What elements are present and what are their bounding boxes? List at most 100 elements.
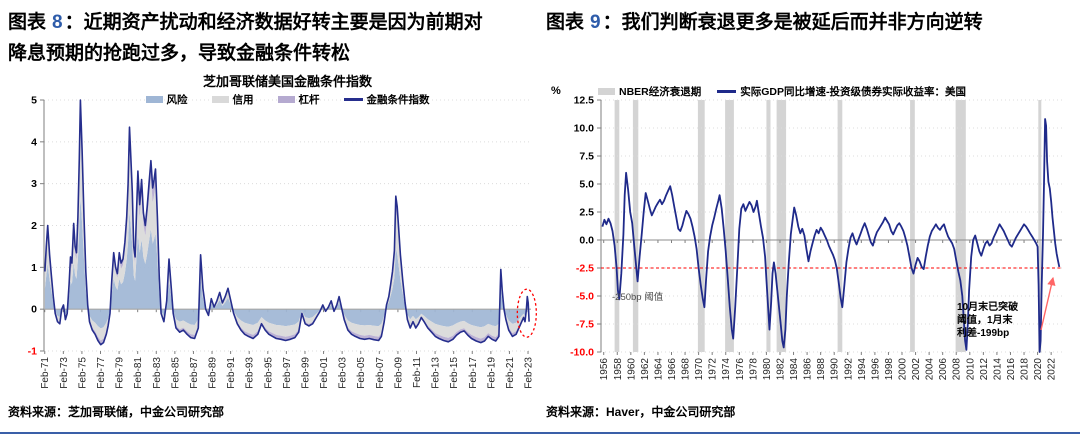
svg-text:Feb-73: Feb-73 <box>59 357 70 389</box>
svg-text:-10.0: -10.0 <box>570 347 594 359</box>
svg-text:-5.0: -5.0 <box>576 291 594 303</box>
fig9-annotation: 10月末已突破 阈值，1月末 利差-199bp <box>957 302 1019 339</box>
threshold-label: -250bp 阈值 <box>612 292 664 303</box>
fci-label: 金融条件指数 <box>366 94 430 106</box>
svg-text:1970: 1970 <box>694 358 705 381</box>
footer-rule <box>0 432 1080 434</box>
svg-text:1964: 1964 <box>653 358 664 381</box>
fig8-legend-item-risk: 风险 <box>145 92 188 107</box>
svg-text:5.0: 5.0 <box>579 179 594 191</box>
svg-text:Feb-13: Feb-13 <box>431 357 442 389</box>
credit-swatch <box>211 96 229 103</box>
svg-text:Feb-17: Feb-17 <box>468 357 479 389</box>
figure8-heading: 图表 8 ：近期资产扰动和经济数据好转主要是因为前期对 降息预期的抢跑过多，导致金融… <box>8 7 542 69</box>
fig9-legend-item-nber: NBER经济衰退期 <box>598 84 701 99</box>
svg-text:Feb-81: Feb-81 <box>133 357 144 389</box>
svg-text:2002: 2002 <box>911 358 922 381</box>
svg-text:Feb-19: Feb-19 <box>486 357 497 389</box>
x-tick-labels: 1956 1958 1960 1962 1964 1966 1968 1970 1972 1974… <box>599 358 1057 381</box>
svg-text:2: 2 <box>31 220 37 232</box>
credit-label: 信用 <box>232 94 254 106</box>
svg-text:2014: 2014 <box>992 358 1003 381</box>
svg-text:1992: 1992 <box>843 358 854 381</box>
fig8-legend-item-leverage: 杠杆 <box>277 92 320 107</box>
axes <box>597 99 1052 355</box>
highlight-ellipse <box>516 288 537 338</box>
svg-text:1978: 1978 <box>748 358 759 381</box>
recession-bands <box>614 100 1042 352</box>
svg-text:2.5: 2.5 <box>579 207 594 219</box>
fci-line-swatch <box>343 98 363 101</box>
risk-swatch <box>145 96 163 103</box>
figure9-colon: ： <box>602 12 622 33</box>
fci-line <box>44 99 530 346</box>
svg-text:Feb-71: Feb-71 <box>40 357 51 389</box>
svg-text:2018: 2018 <box>1020 358 1031 381</box>
y-tick-labels: 5 4 3 2 1 0 -1 <box>28 95 38 358</box>
svg-text:1988: 1988 <box>816 358 827 381</box>
svg-text:2006: 2006 <box>938 358 949 381</box>
gridlines <box>601 99 1062 353</box>
svg-text:2000: 2000 <box>898 358 909 381</box>
svg-text:1974: 1974 <box>721 358 732 381</box>
svg-text:Feb-91: Feb-91 <box>226 357 237 389</box>
svg-text:2022: 2022 <box>1047 358 1058 381</box>
fig9-unit-label: % <box>551 85 561 97</box>
figure9-number: 9 <box>590 12 601 33</box>
figure9-heading: 图表 9 ：我们判断衰退更多是被延后而并非方向逆转 <box>546 7 1080 38</box>
svg-text:2004: 2004 <box>925 358 936 381</box>
figure9-heading-line1: 图表 9 ：我们判断衰退更多是被延后而并非方向逆转 <box>546 7 1080 38</box>
svg-text:1980: 1980 <box>762 358 773 381</box>
svg-text:0.0: 0.0 <box>579 235 594 247</box>
spread-line-swatch <box>717 90 737 93</box>
fig8-legend-item-credit: 信用 <box>211 92 254 107</box>
svg-text:12.5: 12.5 <box>574 95 595 107</box>
leverage-swatch <box>277 96 295 103</box>
spread-label: 实际GDP同比增速-投资级债券实际收益率：美国 <box>740 86 967 98</box>
svg-text:Feb-87: Feb-87 <box>189 357 200 389</box>
svg-text:-2.5: -2.5 <box>576 263 594 275</box>
svg-text:0: 0 <box>31 304 37 316</box>
nber-label: NBER经济衰退期 <box>619 86 702 98</box>
svg-text:Feb-03: Feb-03 <box>338 357 349 389</box>
annotation-arrow <box>1040 276 1056 331</box>
figure8-label: 图表 <box>8 12 47 33</box>
fig9-chart: 12.5 10.0 7.5 5.0 2.5 0.0 -2.5 -5.0 -7.5 -10.0 195… <box>570 95 1062 381</box>
fig8-area-1 <box>44 125 530 341</box>
svg-text:2016: 2016 <box>1006 358 1017 381</box>
svg-text:2008: 2008 <box>952 358 963 381</box>
risk-label: 风险 <box>166 94 188 106</box>
svg-text:Feb-07: Feb-07 <box>375 357 386 389</box>
svg-text:1956: 1956 <box>599 358 610 381</box>
svg-text:Feb-11: Feb-11 <box>412 357 423 388</box>
nber-swatch <box>598 88 615 95</box>
svg-text:2010: 2010 <box>965 358 976 381</box>
fig8-legend: 风险 信用 杠杆 金融条件指数 <box>44 92 531 107</box>
svg-text:Feb-97: Feb-97 <box>282 357 293 389</box>
svg-text:Feb-21: Feb-21 <box>505 357 516 389</box>
fig9-source: 资料来源：Haver，中金公司研究部 <box>546 405 736 419</box>
svg-text:Feb-83: Feb-83 <box>152 357 163 389</box>
svg-text:Feb-89: Feb-89 <box>208 357 219 389</box>
svg-text:Feb-99: Feb-99 <box>300 357 311 389</box>
svg-text:1994: 1994 <box>857 358 868 381</box>
svg-text:1996: 1996 <box>870 358 881 381</box>
svg-text:Feb-09: Feb-09 <box>393 357 404 389</box>
svg-text:1960: 1960 <box>626 358 637 381</box>
fig8-source: 资料来源：芝加哥联储，中金公司研究部 <box>8 405 225 419</box>
svg-text:Feb-15: Feb-15 <box>449 357 460 389</box>
svg-text:1972: 1972 <box>708 358 719 381</box>
figure8-colon: ： <box>64 12 84 33</box>
svg-text:7.5: 7.5 <box>579 151 594 163</box>
svg-text:1982: 1982 <box>775 358 786 381</box>
svg-text:-7.5: -7.5 <box>576 319 594 331</box>
svg-text:Feb-75: Feb-75 <box>77 357 88 389</box>
svg-text:Feb-01: Feb-01 <box>319 357 330 389</box>
svg-text:1998: 1998 <box>884 358 895 381</box>
svg-text:10.0: 10.0 <box>574 123 595 135</box>
svg-text:Feb-77: Feb-77 <box>96 357 107 389</box>
svg-text:2012: 2012 <box>979 358 990 381</box>
